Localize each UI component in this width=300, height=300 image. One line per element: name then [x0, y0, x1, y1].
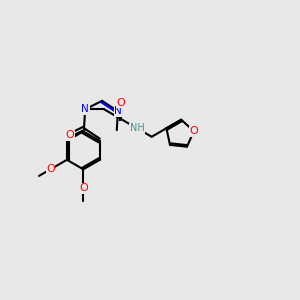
Text: O: O — [46, 164, 55, 174]
Text: O: O — [79, 183, 88, 193]
Text: NH: NH — [130, 123, 144, 133]
Text: N: N — [114, 106, 122, 116]
Text: O: O — [65, 130, 74, 140]
Text: O: O — [190, 126, 198, 136]
Text: O: O — [116, 98, 125, 108]
Text: N: N — [81, 104, 89, 114]
